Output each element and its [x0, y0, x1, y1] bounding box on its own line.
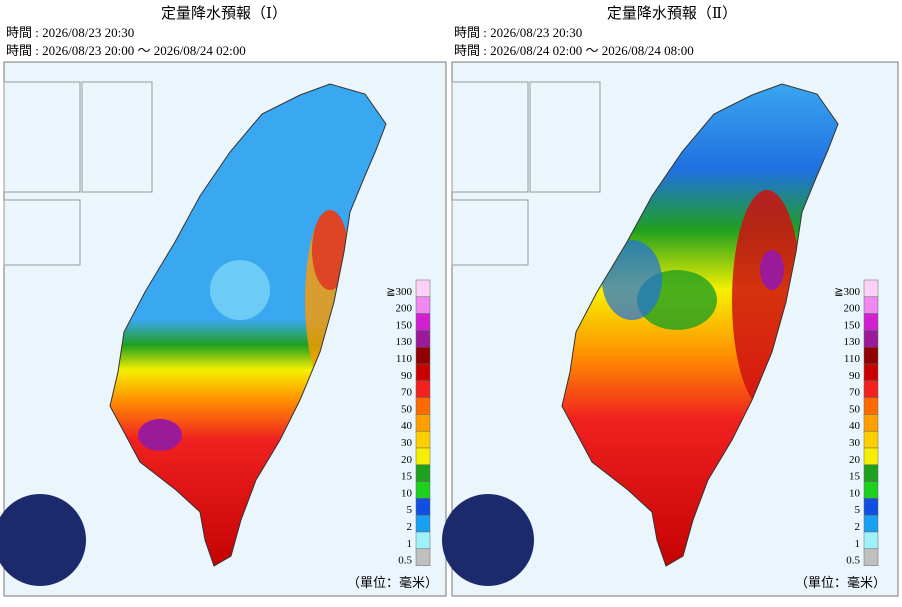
legend-swatch [863, 514, 879, 533]
legend-label: 15 [401, 471, 413, 483]
legend-swatch [863, 498, 879, 516]
legend-label: 200 [396, 303, 413, 315]
legend-label: 5 [855, 504, 861, 516]
legend-swatch [863, 346, 879, 365]
legend-label: 10 [849, 487, 861, 499]
legend-swatch [863, 363, 879, 382]
legend-swatch [415, 363, 431, 382]
legend-label: 50 [401, 403, 413, 415]
legend-swatch [863, 313, 879, 331]
unit: （單位：毫米） [347, 575, 438, 590]
legend-label: 150 [844, 319, 861, 331]
legend-swatch [863, 531, 879, 550]
legend-swatch [863, 380, 879, 398]
legend-swatch [863, 481, 879, 499]
legend-label: ≧300 [834, 286, 860, 298]
legend-swatch [863, 279, 879, 298]
panel: 定量降水預報（Ⅱ） 時間 : 2026/08/23 20:30 時間 : 2026/… [442, 5, 899, 597]
legend-label: 200 [844, 303, 861, 315]
legend-swatch [863, 548, 879, 566]
legend-swatch [415, 279, 431, 298]
legend-swatch [415, 481, 431, 499]
legend-label: 15 [849, 471, 861, 483]
panel: 定量降水預報（Ⅰ） 時間 : 2026/08/23 20:30 時間 : 2026/… [0, 5, 447, 597]
legend-label: 30 [401, 437, 413, 449]
legend-swatch [415, 430, 431, 449]
legend-swatch [415, 313, 431, 331]
legend-swatch [415, 464, 431, 482]
legend-label: 90 [401, 370, 413, 382]
legend-label: 1 [407, 538, 413, 550]
legend-label: 0.5 [846, 555, 860, 567]
legend-label: 40 [849, 420, 861, 432]
legend-label: 20 [849, 454, 861, 466]
legend-label: 70 [401, 387, 413, 399]
legend-swatch [863, 430, 879, 449]
title: 定量降水預報（Ⅱ） [607, 5, 737, 22]
legend-swatch [863, 330, 879, 348]
legend-label: ≧300 [386, 286, 412, 298]
legend-label: 20 [401, 454, 413, 466]
issued-time: 時間 : 2026/08/23 20:30 [454, 25, 582, 40]
legend-label: 50 [849, 403, 861, 415]
legend-label: 70 [849, 387, 861, 399]
legend-label: 130 [844, 336, 861, 348]
legend-label: 5 [407, 504, 413, 516]
legend-swatch [415, 514, 431, 533]
legend-label: 2 [855, 521, 861, 533]
legend-swatch [415, 296, 431, 314]
legend-swatch [863, 414, 879, 432]
legend-swatch [415, 330, 431, 348]
issued-time: 時間 : 2026/08/23 20:30 [6, 25, 134, 40]
legend-label: 2 [407, 521, 413, 533]
legend-label: 0.5 [398, 555, 412, 567]
valid-time: 時間 : 2026/08/24 02:00 ～ 2026/08/24 08:00 [454, 43, 694, 58]
legend-swatch [415, 414, 431, 432]
legend-label: 1 [855, 538, 861, 550]
legend-swatch [415, 380, 431, 398]
legend-label: 30 [849, 437, 861, 449]
legend-swatch [863, 296, 879, 314]
legend-swatch [415, 397, 431, 415]
legend-swatch [863, 397, 879, 415]
legend-label: 90 [849, 370, 861, 382]
legend-swatch [415, 346, 431, 365]
unit: （單位：毫米） [795, 575, 886, 590]
legend-swatch [863, 464, 879, 482]
legend-label: 130 [396, 336, 413, 348]
legend-label: 10 [401, 487, 413, 499]
legend-swatch [415, 531, 431, 550]
legend-label: 150 [396, 319, 413, 331]
legend-label: 110 [396, 353, 413, 365]
legend-label: 110 [844, 353, 861, 365]
legend-swatch [415, 498, 431, 516]
legend-swatch [415, 447, 431, 466]
legend-swatch [415, 548, 431, 566]
legend-label: 40 [401, 420, 413, 432]
legend-swatch [863, 447, 879, 466]
title: 定量降水預報（Ⅰ） [161, 5, 287, 22]
valid-time: 時間 : 2026/08/23 20:00 ～ 2026/08/24 02:00 [6, 43, 246, 58]
